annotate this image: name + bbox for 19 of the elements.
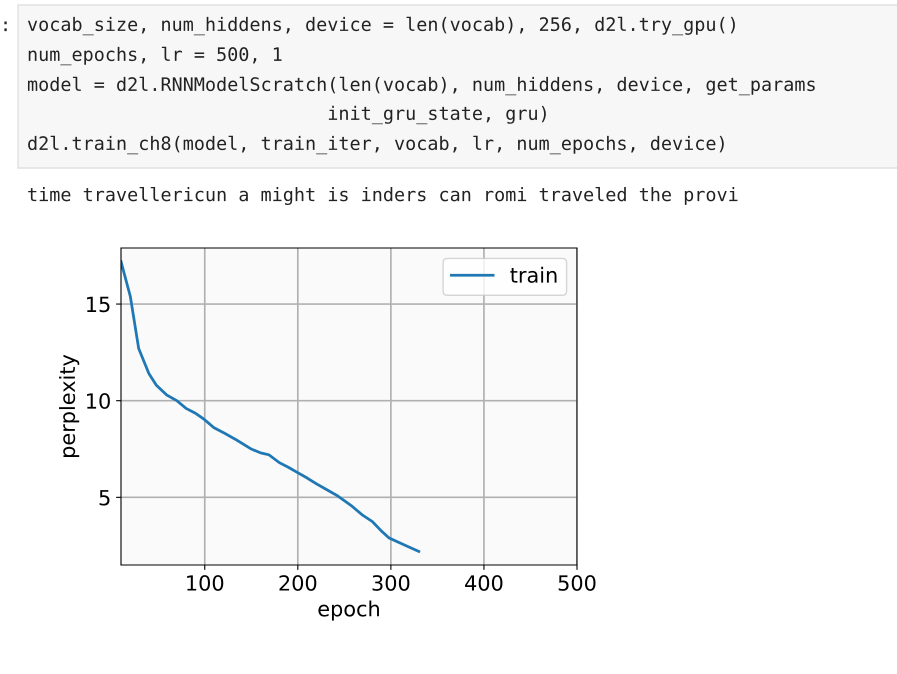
text: num_epochs, lr = 500, 1 — [28, 46, 282, 66]
text: vocab_size, num_hiddens, device = len(vocab), 256, d2l.try_gpu() — [28, 16, 735, 36]
text: model = d2l.RNNModelScratch(len(vocab), num_hiddens, device, get_params — [28, 76, 815, 96]
x-axis-title: epoch — [318, 600, 379, 621]
text: time travellericun a might is inders can romi traveled the provi — [28, 186, 738, 206]
y-axis-title: perplexity — [59, 354, 80, 457]
x-tick-label: 400 — [465, 575, 502, 591]
y-tick-label: 10 — [87, 393, 110, 409]
x-tick-label: 100 — [187, 575, 224, 591]
y-tick-label: 15 — [87, 296, 110, 312]
line-series — [121, 260, 420, 553]
x-tick-label: 300 — [372, 575, 410, 591]
text: d2l.train_ch8(model, train_iter, vocab, lr, num_epochs, device) — [28, 136, 724, 154]
x-tick-label: 200 — [279, 575, 316, 591]
text: init_gru_state, gru) — [328, 106, 546, 124]
y-tick-label: 5 — [100, 490, 110, 506]
x-tick-label: 500 — [558, 575, 596, 591]
text: : — [4, 22, 7, 32]
legend-label: train — [510, 266, 556, 283]
